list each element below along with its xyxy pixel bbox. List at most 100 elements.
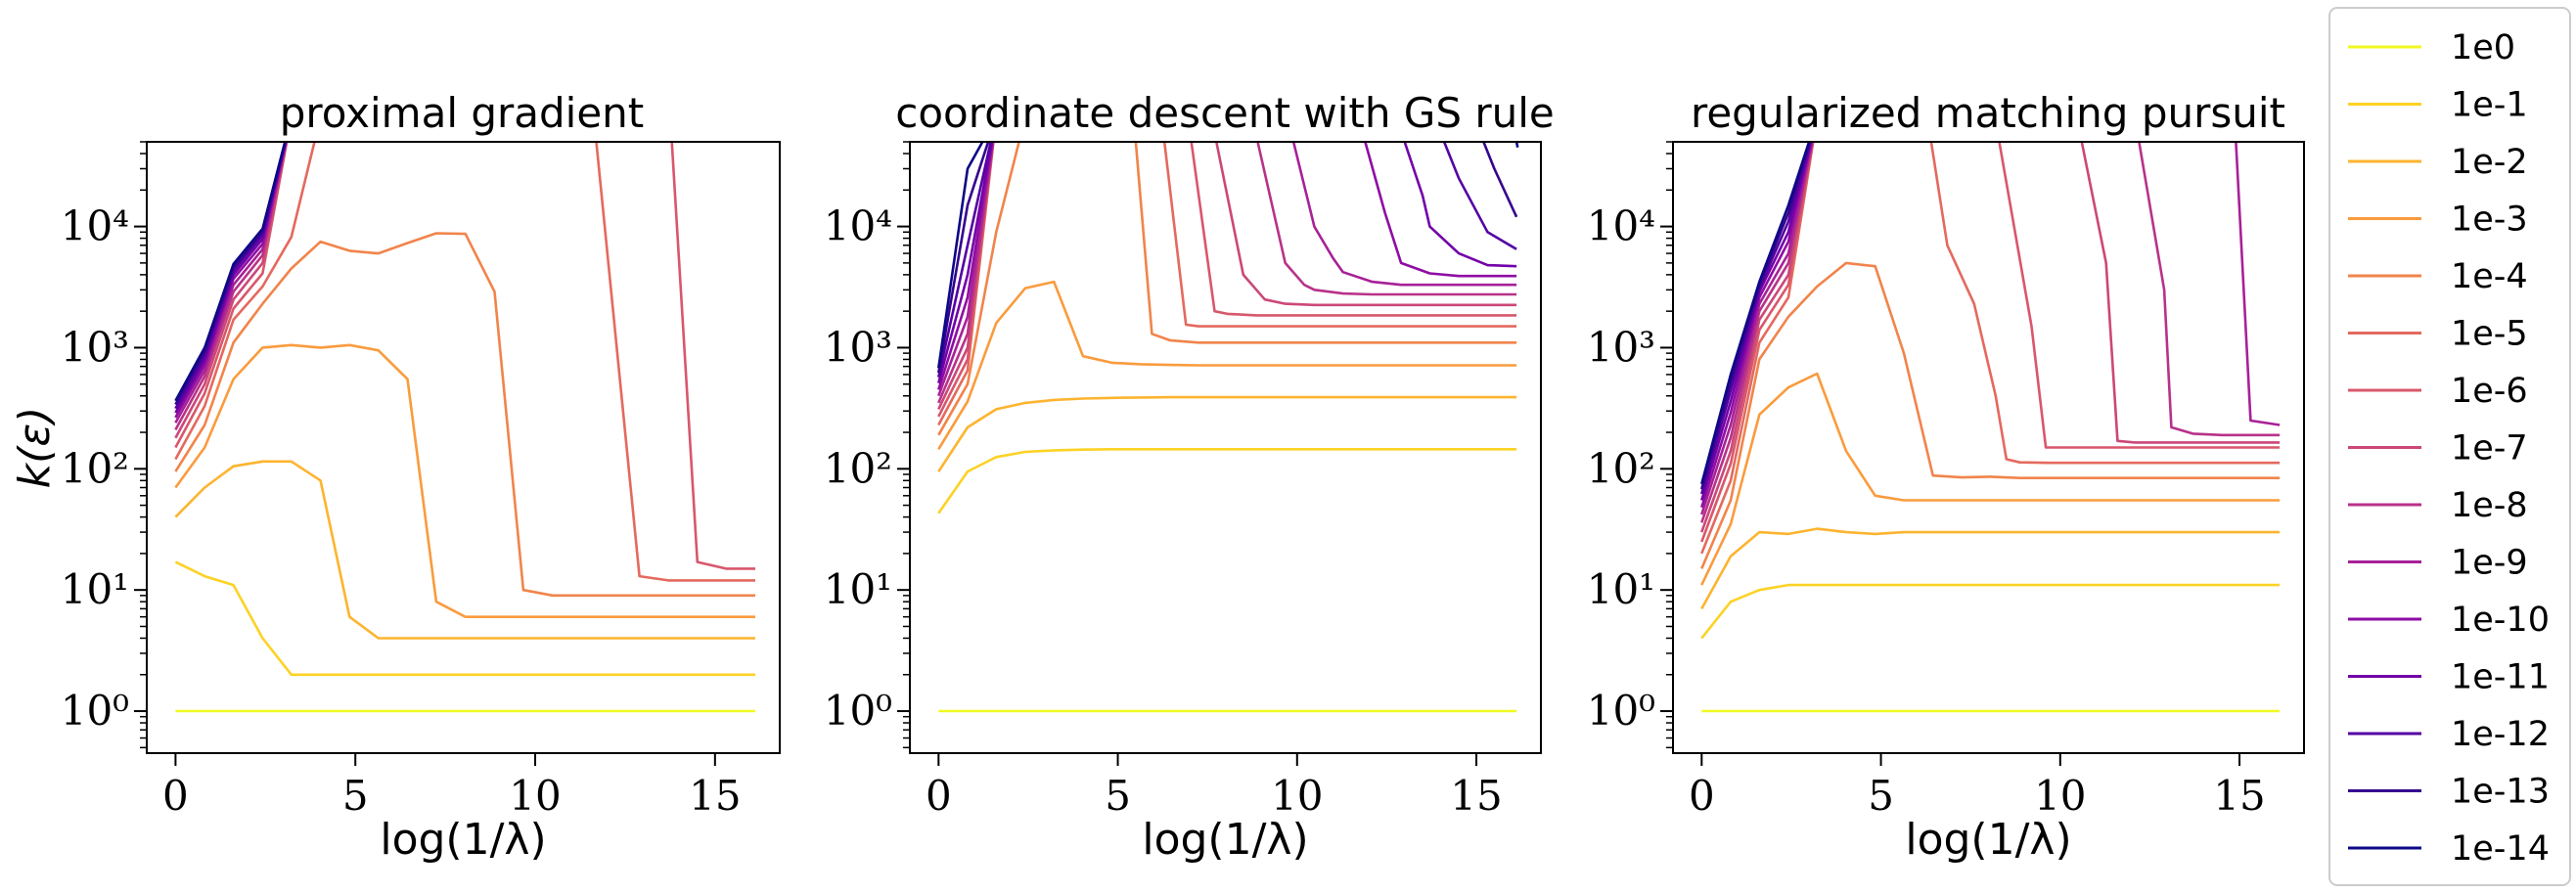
series-line-1e-5 bbox=[1929, 142, 2281, 465]
series-line-1e-14 bbox=[1700, 142, 1811, 485]
legend-label: 1e-3 bbox=[2451, 201, 2528, 240]
series-line-1e-4 bbox=[174, 232, 755, 598]
series-line-1e-3 bbox=[937, 280, 1517, 450]
series-line-1e-9 bbox=[1291, 142, 1517, 287]
y-tick-label: 10⁰ bbox=[1587, 687, 1655, 735]
panel-coordinate-descent: coordinate descent with GS rule 10⁰ 10¹ 10… bbox=[824, 89, 1555, 865]
panel-title: proximal gradient bbox=[280, 89, 645, 137]
y-tick-label: 10² bbox=[824, 444, 892, 492]
panel-matching-pursuit: regularized matching pursuit 10⁰ 10¹ 10² 10… bbox=[1587, 89, 2305, 865]
y-tick-label: 10⁰ bbox=[61, 687, 129, 735]
panel-title: coordinate descent with GS rule bbox=[895, 89, 1555, 137]
legend-label: 1e0 bbox=[2451, 28, 2515, 67]
series-line-1e-1 bbox=[937, 447, 1517, 514]
series-line-1e-6 bbox=[1998, 142, 2281, 449]
x-tick-label: 10 bbox=[1271, 772, 1323, 820]
x-tick-label: 5 bbox=[1868, 772, 1894, 820]
series-line-1e-11 bbox=[937, 142, 994, 384]
y-tick-label: 10⁴ bbox=[1587, 202, 1655, 250]
series-line-1e-14 bbox=[937, 142, 984, 369]
series-line-1e-5 bbox=[1162, 142, 1517, 328]
x-tick-label: 15 bbox=[689, 772, 741, 820]
legend-label: 1e-14 bbox=[2451, 829, 2550, 869]
series-line-1e-3 bbox=[174, 343, 755, 619]
x-tick-label: 15 bbox=[2213, 772, 2265, 820]
series-line-1e-8 bbox=[1256, 142, 1517, 296]
series-line-1e-5 bbox=[1700, 142, 1815, 555]
legend-label: 1e-11 bbox=[2451, 658, 2550, 697]
y-tick-label: 10¹ bbox=[61, 565, 129, 613]
series-line-1e-2 bbox=[1700, 527, 2281, 610]
series-line-1e-6 bbox=[670, 142, 755, 570]
plot-frame bbox=[909, 141, 1542, 754]
series-line-1e-8 bbox=[1700, 142, 1814, 523]
x-axis-label: log(1/λ) bbox=[1905, 815, 2071, 865]
series-line-1e-13 bbox=[174, 142, 287, 406]
x-tick-label: 0 bbox=[926, 772, 952, 820]
series-line-1e-1 bbox=[1700, 583, 2281, 640]
legend-frame bbox=[2328, 7, 2571, 886]
legend-label: 1e-1 bbox=[2451, 86, 2528, 125]
series-line-1e-14 bbox=[174, 142, 287, 402]
panel-proximal-gradient: proximal gradient 10⁰ 10¹ 10² 10³ 10⁴ 0 5 10 15 l… bbox=[10, 89, 781, 865]
series-line-1e-4 bbox=[1700, 261, 2281, 569]
y-tick-label: 10² bbox=[1587, 444, 1655, 492]
legend-label: 1e-8 bbox=[2451, 486, 2528, 525]
series-line-1e-6 bbox=[1190, 142, 1517, 317]
x-tick-label: 10 bbox=[509, 772, 561, 820]
series-line-1e-5 bbox=[174, 142, 316, 461]
series-line-1e-6 bbox=[174, 142, 289, 449]
series-line-1e-3 bbox=[1700, 372, 2281, 586]
series-line-1e-5 bbox=[595, 142, 755, 582]
y-tick-label: 10³ bbox=[824, 323, 892, 371]
series-line-1e-4 bbox=[937, 142, 1020, 436]
y-tick-label: 10⁰ bbox=[824, 687, 892, 735]
legend-label: 1e-10 bbox=[2451, 601, 2550, 640]
series-line-1e-8 bbox=[2138, 142, 2281, 437]
x-axis-label: log(1/λ) bbox=[380, 815, 546, 865]
series-line-1e-7 bbox=[2080, 142, 2281, 444]
y-tick-label: 10¹ bbox=[824, 565, 892, 613]
series-line-1e-13 bbox=[1482, 142, 1518, 218]
series-line-1e-1 bbox=[174, 560, 755, 677]
y-tick-label: 10⁴ bbox=[824, 202, 892, 250]
series-line-1e-7 bbox=[1700, 142, 1815, 533]
y-axis-label: k(ε) bbox=[10, 407, 60, 489]
series-line-1e-4 bbox=[1134, 142, 1517, 344]
x-tick-label: 5 bbox=[342, 772, 369, 820]
legend-label: 1e-13 bbox=[2451, 773, 2550, 812]
series-line-1e-10 bbox=[937, 142, 994, 390]
legend-label: 1e-5 bbox=[2451, 315, 2528, 354]
series-line-1e-12 bbox=[1442, 142, 1517, 250]
y-tick-label: 10³ bbox=[1587, 323, 1655, 371]
plot-frame bbox=[146, 141, 781, 754]
x-tick-label: 0 bbox=[162, 772, 189, 820]
series-line-1e-9 bbox=[2235, 142, 2281, 426]
legend-label: 1e-12 bbox=[2451, 715, 2550, 754]
panel-title: regularized matching pursuit bbox=[1691, 89, 2285, 137]
series-line-1e-12 bbox=[937, 142, 992, 378]
series-line-1e-10 bbox=[1364, 142, 1517, 278]
y-tick-label: 10⁴ bbox=[61, 202, 129, 250]
x-tick-label: 10 bbox=[2034, 772, 2086, 820]
y-tick-label: 10¹ bbox=[1587, 565, 1655, 613]
series-line-1e-2 bbox=[174, 460, 755, 640]
legend-label: 1e-6 bbox=[2451, 372, 2528, 411]
x-tick-label: 0 bbox=[1689, 772, 1715, 820]
series-line-1e-9 bbox=[1700, 142, 1814, 515]
series-line-1e-10 bbox=[1700, 142, 1813, 509]
y-tick-label: 10³ bbox=[61, 323, 129, 371]
legend-label: 1e-4 bbox=[2451, 257, 2528, 296]
series-line-1e-11 bbox=[1403, 142, 1517, 268]
series-line-1e-7 bbox=[1215, 142, 1517, 307]
series-line-1e-2 bbox=[937, 395, 1517, 472]
plot-frame bbox=[1672, 141, 2305, 754]
series-line-1e-13 bbox=[937, 142, 990, 374]
x-tick-label: 5 bbox=[1105, 772, 1131, 820]
y-tick-label: 10² bbox=[61, 444, 129, 492]
legend-label: 1e-9 bbox=[2451, 544, 2528, 583]
legend-label: 1e-7 bbox=[2451, 429, 2528, 469]
legend: 1e0 1e-1 1e-2 1e-3 1e-4 1e-5 1e-6 1e-7 1e-8 1e-9 1… bbox=[2328, 7, 2571, 886]
x-axis-label: log(1/λ) bbox=[1142, 815, 1308, 865]
